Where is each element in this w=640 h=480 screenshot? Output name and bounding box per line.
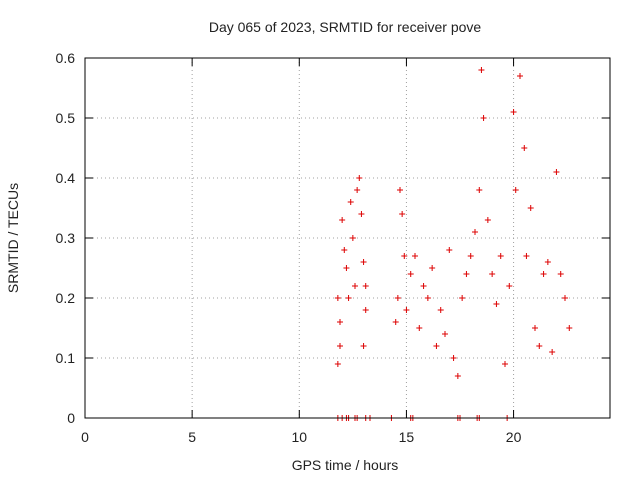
data-marks <box>334 67 573 421</box>
data-point <box>429 265 436 271</box>
data-point <box>347 199 354 205</box>
y-tick-label: 0.3 <box>56 230 76 246</box>
data-point <box>489 271 496 277</box>
data-point <box>512 187 519 193</box>
data-point <box>454 373 461 379</box>
series-0 <box>334 67 573 379</box>
data-point <box>334 361 341 367</box>
data-point <box>562 295 568 301</box>
ticks: 0 0.1 0.2 0.3 0.4 0.5 0.6 0 5 10 15 20 <box>56 50 610 445</box>
data-point <box>362 283 369 289</box>
chart-title: Day 065 of 2023, SRMTID for receiver pov… <box>209 19 482 35</box>
data-point <box>527 205 534 211</box>
data-point <box>360 343 367 349</box>
data-point <box>463 271 470 277</box>
data-point <box>356 175 363 181</box>
x-tick-label: 20 <box>506 429 522 445</box>
data-point <box>341 247 348 253</box>
data-point <box>510 109 517 115</box>
data-point <box>467 253 474 259</box>
data-point <box>549 349 556 355</box>
data-point <box>392 319 399 325</box>
data-point <box>459 295 466 301</box>
y-tick-label: 0.1 <box>56 350 76 366</box>
data-point <box>536 343 543 349</box>
data-point <box>349 235 356 241</box>
data-point <box>523 253 530 259</box>
data-point <box>334 295 341 301</box>
data-point <box>337 319 343 325</box>
data-point <box>397 187 403 193</box>
y-axis-label: SRMTID / TECUs <box>5 183 21 293</box>
data-point <box>345 295 352 301</box>
data-point <box>394 295 401 301</box>
data-point <box>399 211 406 217</box>
data-point <box>472 229 478 235</box>
data-point <box>493 301 500 307</box>
data-point <box>416 325 423 331</box>
data-point <box>566 325 573 331</box>
data-point <box>478 67 485 73</box>
x-tick-label: 10 <box>291 429 307 445</box>
data-point <box>446 247 453 253</box>
data-point <box>358 211 365 217</box>
data-point <box>337 343 343 349</box>
data-point <box>343 265 350 271</box>
y-tick-label: 0 <box>67 410 75 426</box>
data-point <box>517 73 523 79</box>
data-point <box>403 307 410 313</box>
data-point <box>362 307 369 313</box>
x-axis-label: GPS time / hours <box>292 457 399 473</box>
data-point <box>401 253 408 259</box>
y-tick-label: 0.4 <box>56 170 76 186</box>
data-point <box>420 283 427 289</box>
grid <box>85 58 610 418</box>
data-point <box>437 307 444 313</box>
data-point <box>433 343 440 349</box>
data-point <box>484 217 491 223</box>
data-point <box>412 253 418 259</box>
data-point <box>521 145 528 151</box>
x-tick-label: 5 <box>188 429 196 445</box>
y-tick-label: 0.5 <box>56 110 76 126</box>
y-tick-label: 0.2 <box>56 290 76 306</box>
data-point <box>407 271 414 277</box>
data-point <box>506 283 513 289</box>
data-point <box>360 259 367 265</box>
plot-frame <box>84 57 611 419</box>
data-point <box>476 187 483 193</box>
x-tick-label: 15 <box>399 429 415 445</box>
data-point <box>450 355 457 361</box>
y-tick-label: 0.6 <box>56 50 76 66</box>
data-point <box>532 325 538 331</box>
data-point <box>502 361 508 367</box>
data-point <box>352 283 358 289</box>
data-point <box>544 259 551 265</box>
data-point <box>339 217 346 223</box>
data-point <box>553 169 560 175</box>
data-point <box>557 271 564 277</box>
x-tick-label: 0 <box>81 429 89 445</box>
data-point <box>424 295 431 301</box>
data-point <box>442 331 448 337</box>
data-point <box>480 115 487 121</box>
data-point <box>540 271 547 277</box>
data-point <box>354 187 361 193</box>
data-point <box>497 253 504 259</box>
